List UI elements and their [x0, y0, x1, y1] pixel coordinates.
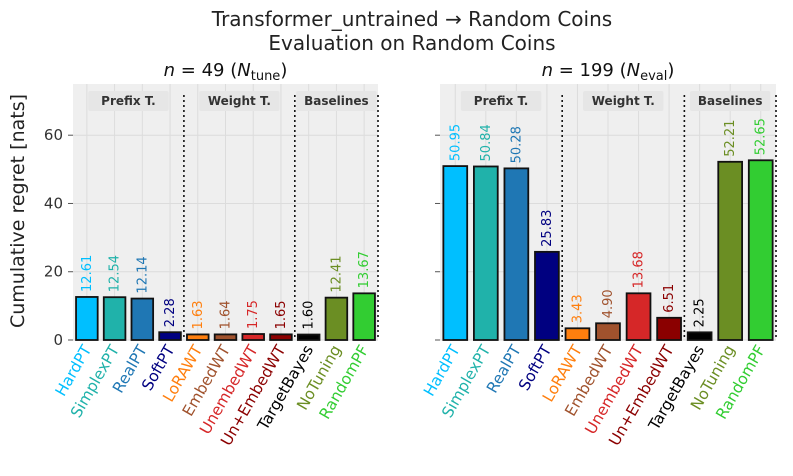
- bar-un-embedwt: [269, 333, 293, 341]
- bar-softpt: [534, 250, 560, 341]
- bar-value-label: 3.43: [570, 294, 585, 323]
- bar-randompf: [747, 159, 774, 341]
- bar-simplexpt: [102, 296, 127, 341]
- group-label-box: [460, 91, 542, 111]
- bar-un-embedwt: [656, 316, 682, 341]
- bar-randompf: [352, 292, 376, 341]
- bar-realpt: [503, 167, 530, 341]
- group-label: Prefix T.: [474, 94, 529, 108]
- bar-realpt: [130, 297, 155, 341]
- group-label: Weight T.: [208, 94, 271, 108]
- group-label-box: [199, 91, 280, 111]
- bar-value-label: 6.51: [662, 284, 677, 313]
- bar-unembedwt: [241, 333, 265, 341]
- panel-title: n = 49 (Ntune): [164, 60, 288, 84]
- group-label: Baselines: [304, 94, 369, 108]
- panel-title: n = 199 (Neval): [542, 60, 675, 84]
- group-label-box: [583, 91, 664, 111]
- group-label-box: [88, 91, 169, 111]
- bar-lorawt: [564, 327, 591, 341]
- bar-softpt: [158, 331, 182, 341]
- bar-value-label: 12.14: [135, 256, 150, 293]
- bar-value-label: 52.21: [723, 120, 738, 157]
- group-label-box: [296, 91, 377, 111]
- group-label: Baselines: [698, 94, 763, 108]
- panel-2: Prefix T. Weight T. Baselines50.95HardPT50…: [420, 60, 777, 449]
- bar-embedwt: [213, 333, 238, 341]
- bar-simplexpt: [473, 165, 499, 341]
- figure-title-line1: Transformer_untrained → Random Coins: [211, 7, 612, 31]
- bar-value-label: 1.60: [302, 301, 317, 330]
- bar-value-label: 13.67: [357, 251, 372, 288]
- bar-value-label: 50.95: [448, 124, 463, 161]
- bar-value-label: 50.84: [479, 124, 494, 161]
- bar-lorawt: [186, 333, 210, 341]
- bar-embedwt: [595, 322, 621, 341]
- bar-value-label: 1.75: [246, 300, 261, 329]
- bar-value-label: 1.65: [274, 300, 289, 329]
- bar-value-label: 1.63: [191, 300, 206, 329]
- y-tick-label: 60: [44, 126, 63, 144]
- bar-value-label: 25.83: [540, 210, 555, 247]
- bar-targetbayes: [296, 333, 321, 341]
- figure-title-line2: Evaluation on Random Coins: [268, 31, 555, 55]
- y-axis-label: Cumulative regret [nats]: [7, 94, 29, 328]
- group-label: Weight T.: [592, 94, 655, 108]
- bar-value-label: 12.54: [108, 255, 123, 292]
- bar-value-label: 12.61: [80, 255, 95, 292]
- bar-value-label: 12.41: [329, 255, 344, 292]
- bar-value-label: 13.68: [632, 251, 647, 288]
- bar-notuning: [324, 296, 349, 341]
- bar-value-label: 1.64: [219, 300, 234, 329]
- group-label-box: [689, 91, 771, 111]
- bar-targetbayes: [686, 331, 713, 341]
- bar-value-label: 2.25: [693, 298, 708, 327]
- bar-notuning: [717, 160, 743, 341]
- bar-value-label: 4.90: [601, 289, 616, 318]
- bar-hardpt: [442, 165, 469, 341]
- group-label: Prefix T.: [101, 94, 156, 108]
- y-tick-label: 20: [44, 263, 63, 281]
- bar-value-label: 52.65: [754, 118, 769, 155]
- bar-hardpt: [75, 296, 99, 341]
- bar-value-label: 2.28: [163, 298, 178, 327]
- bar-unembedwt: [625, 292, 652, 341]
- y-tick-label: 40: [44, 194, 63, 212]
- bar-value-label: 50.28: [509, 126, 524, 163]
- y-tick-label: 0: [53, 331, 63, 349]
